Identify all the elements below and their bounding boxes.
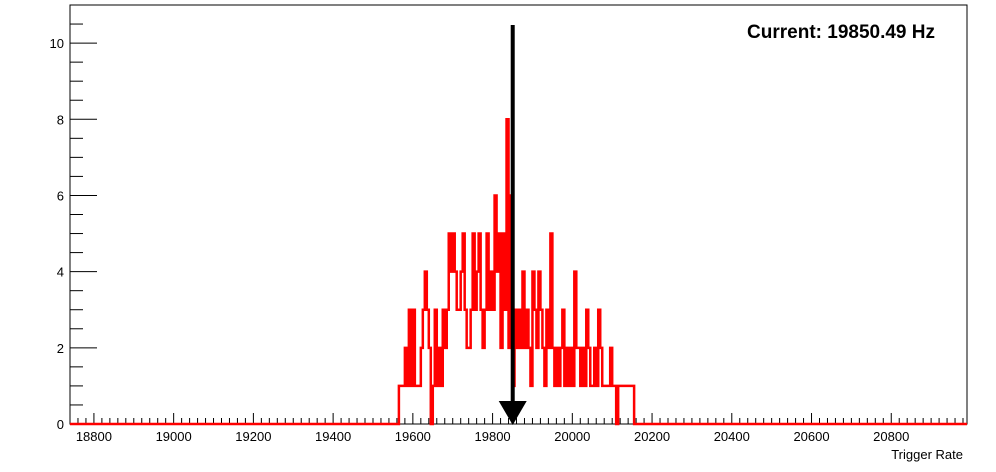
y-tick-label: 10: [50, 36, 64, 51]
x-tick-label: 19600: [395, 429, 431, 444]
x-axis-title: Trigger Rate: [891, 447, 963, 462]
x-tick-label: 20400: [714, 429, 750, 444]
x-tick-label: 19000: [156, 429, 192, 444]
x-tick-label: 18800: [76, 429, 112, 444]
x-axis: 18800 19000 19200 19400 19600 19800 20000 20200…: [69, 413, 964, 444]
x-tick-label: 20200: [634, 429, 670, 444]
y-tick-label: 6: [57, 188, 64, 203]
x-tick-label: 20600: [793, 429, 829, 444]
histogram-series-line: [70, 118, 967, 426]
x-tick-label: 20000: [554, 429, 590, 444]
y-tick-label: 0: [57, 417, 64, 432]
x-tick-label: 19400: [315, 429, 351, 444]
current-rate-annotation: Current: 19850.49 Hz: [747, 22, 935, 43]
current-rate-arrow: [498, 25, 527, 425]
y-tick-label: 8: [57, 112, 64, 127]
x-tick-label: 19200: [235, 429, 271, 444]
y-tick-label: 4: [57, 265, 64, 280]
y-tick-label: 2: [57, 341, 64, 356]
plot-frame: [69, 4, 968, 425]
x-tick-label: 19800: [475, 429, 511, 444]
arrow-head: [498, 401, 527, 425]
x-tick-label: 20800: [873, 429, 909, 444]
